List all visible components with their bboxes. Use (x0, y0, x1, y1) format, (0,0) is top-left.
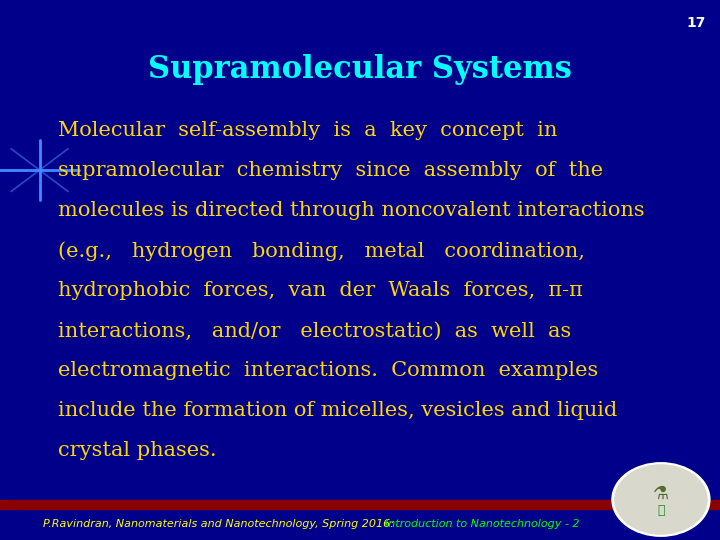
Text: P.Ravindran, Nanomaterials and Nanotechnology, Spring 2016:: P.Ravindran, Nanomaterials and Nanotechn… (43, 519, 397, 529)
Text: 🌿: 🌿 (657, 504, 665, 517)
Text: Introduction to Nanotechnology - 2: Introduction to Nanotechnology - 2 (385, 519, 580, 529)
Text: interactions,   and/or   electrostatic)  as  well  as: interactions, and/or electrostatic) as w… (58, 321, 571, 340)
Text: electromagnetic  interactions.  Common  examples: electromagnetic interactions. Common exa… (58, 361, 598, 380)
Text: include the formation of micelles, vesicles and liquid: include the formation of micelles, vesic… (58, 401, 617, 420)
Text: Supramolecular Systems: Supramolecular Systems (148, 54, 572, 85)
Text: Molecular  self-assembly  is  a  key  concept  in: Molecular self-assembly is a key concept… (58, 122, 557, 140)
Text: crystal phases.: crystal phases. (58, 441, 216, 460)
Text: ⚗: ⚗ (653, 485, 669, 503)
Text: supramolecular  chemistry  since  assembly  of  the: supramolecular chemistry since assembly … (58, 161, 603, 180)
Circle shape (615, 465, 707, 534)
Bar (0, 500, 720, 509)
Circle shape (612, 463, 710, 536)
Text: molecules is directed through noncovalent interactions: molecules is directed through noncovalen… (58, 201, 644, 220)
Text: hydrophobic  forces,  van  der  Waals  forces,  π-π: hydrophobic forces, van der Waals forces… (58, 281, 582, 300)
Text: 17: 17 (686, 16, 706, 30)
Text: (e.g.,   hydrogen   bonding,   metal   coordination,: (e.g., hydrogen bonding, metal coordinat… (58, 241, 585, 261)
